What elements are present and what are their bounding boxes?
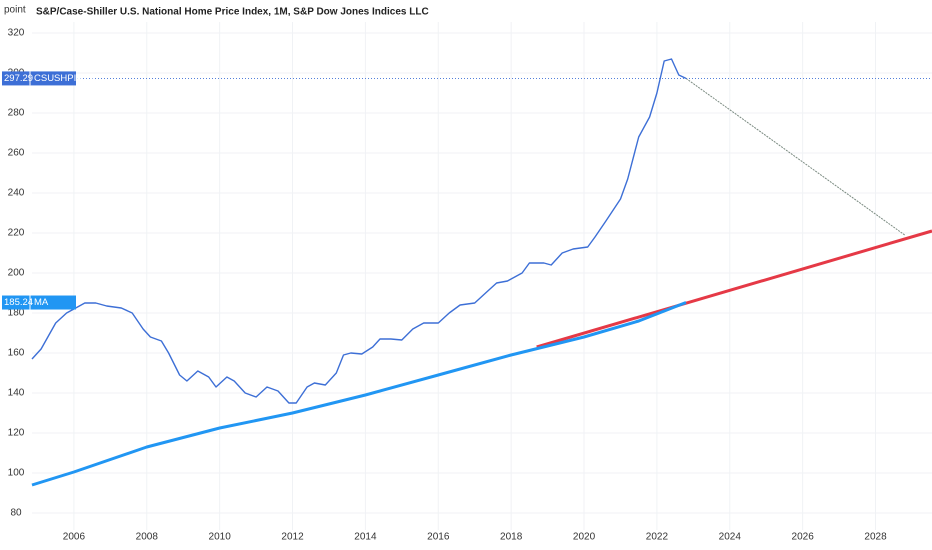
x-tick-label: 2008 — [136, 532, 159, 543]
badge-bg — [2, 295, 76, 310]
trend-line — [685, 77, 905, 236]
y-tick-label: 180 — [8, 308, 25, 319]
y-tick-label: 140 — [8, 388, 25, 399]
x-tick-label: 2010 — [209, 532, 232, 543]
badge-bg — [2, 71, 76, 86]
legend-label: CSUSHPINSA — [34, 73, 96, 84]
badge-value: 297.29 — [4, 73, 33, 84]
x-tick-label: 2016 — [427, 532, 450, 543]
x-tick-label: 2022 — [646, 532, 669, 543]
badge-value: 185.24 — [4, 297, 33, 308]
y-tick-label: 240 — [8, 188, 25, 199]
data-line — [31, 301, 687, 487]
x-tick-label: 2020 — [573, 532, 596, 543]
y-tick-label: 80 — [10, 508, 22, 519]
y-axis-label: point — [4, 5, 26, 16]
x-tick-label: 2014 — [354, 532, 377, 543]
chart-title: S&P/Case-Shiller U.S. National Home Pric… — [36, 7, 429, 18]
legend-label: MA — [34, 297, 49, 308]
y-tick-label: 280 — [8, 108, 25, 119]
y-tick-label: 120 — [8, 428, 25, 439]
x-tick-label: 2006 — [63, 532, 86, 543]
x-tick-label: 2018 — [500, 532, 523, 543]
x-tick-label: 2024 — [719, 532, 742, 543]
y-tick-label: 260 — [8, 148, 25, 159]
data-line — [31, 58, 687, 404]
y-tick-label: 220 — [8, 228, 25, 239]
trend-line — [536, 229, 932, 349]
x-tick-label: 2026 — [792, 532, 815, 543]
y-tick-label: 100 — [8, 468, 25, 479]
y-tick-label: 160 — [8, 348, 25, 359]
y-tick-label: 320 — [8, 28, 25, 39]
x-tick-label: 2028 — [864, 532, 887, 543]
x-tick-label: 2012 — [281, 532, 304, 543]
y-tick-label: 200 — [8, 268, 25, 279]
